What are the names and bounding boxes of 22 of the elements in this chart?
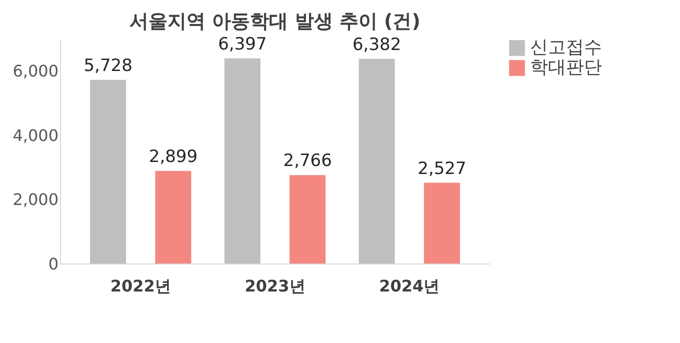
bar: [424, 182, 460, 264]
data-label: 5,728: [84, 56, 132, 76]
data-label: 2,527: [418, 158, 466, 179]
y-tick-label: 2,000: [12, 190, 58, 210]
data-label: 2,766: [283, 151, 332, 172]
y-tick-label: 0: [48, 254, 58, 274]
bar: [224, 58, 260, 264]
legend-label: 학대판단: [530, 57, 602, 78]
x-tick-label: 2024년: [379, 276, 440, 296]
legend-label: 신고접수: [530, 37, 602, 58]
y-tick-label: 4,000: [12, 126, 58, 145]
bar: [90, 80, 126, 264]
data-label: 6,382: [352, 34, 402, 55]
chart-title: 서울지역 아동학대 발생 추이 (건): [130, 10, 420, 32]
data-label: 6,397: [218, 34, 267, 54]
data-label: 2,899: [148, 146, 198, 167]
bar: [290, 175, 326, 264]
x-tick-label: 2023년: [244, 276, 306, 296]
x-tick-label: 2022년: [110, 276, 171, 296]
bar: [358, 58, 395, 264]
bar: [155, 170, 192, 264]
y-tick-label: 6,000: [12, 62, 58, 81]
